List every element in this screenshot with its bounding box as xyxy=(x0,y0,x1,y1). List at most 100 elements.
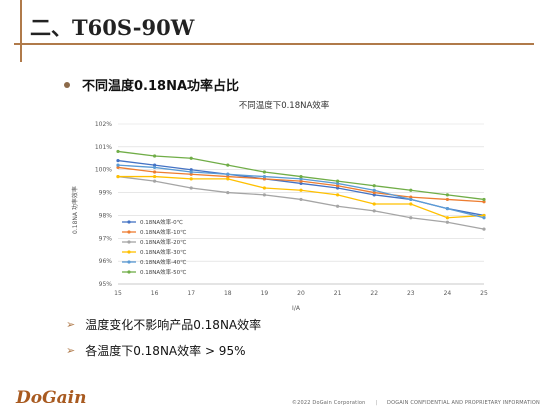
data-point xyxy=(372,188,376,192)
data-point xyxy=(299,188,303,192)
data-point xyxy=(336,184,340,188)
x-tick-label: 25 xyxy=(480,290,488,297)
x-tick-label: 16 xyxy=(151,290,159,297)
y-tick-label: 99% xyxy=(99,190,113,197)
data-point xyxy=(336,181,340,186)
data-point xyxy=(409,188,413,192)
data-point xyxy=(445,193,449,197)
legend-marker-icon xyxy=(127,270,131,274)
data-point xyxy=(409,195,413,199)
data-point xyxy=(482,227,486,231)
data-point xyxy=(372,202,376,206)
series-line-0 xyxy=(117,159,485,217)
legend-marker-icon xyxy=(127,230,131,234)
data-point xyxy=(372,184,376,188)
conclusion-point-1: ➢ 温度变化不影响产品0.18NA效率 xyxy=(66,316,261,333)
data-point xyxy=(153,174,157,179)
chart-title: 不同温度下0.18NA效率 xyxy=(239,100,330,111)
data-point xyxy=(445,197,449,202)
main-bullet-text: 不同温度0.18NA功率占比 xyxy=(82,79,240,94)
legend-marker-icon xyxy=(127,220,131,224)
arrow-bullet-icon: ➢ xyxy=(66,344,76,357)
x-tick-label: 17 xyxy=(187,290,195,297)
data-point xyxy=(445,216,449,220)
x-tick-label: 18 xyxy=(224,290,232,297)
data-point xyxy=(226,177,230,181)
data-point xyxy=(153,163,157,167)
conclusion-point-2: ➢ 各温度下0.18NA效率 > 95% xyxy=(66,342,245,359)
data-point xyxy=(189,177,193,181)
data-point xyxy=(299,177,303,181)
data-point xyxy=(336,204,340,208)
legend-marker-icon xyxy=(127,250,131,254)
x-tick-label: 23 xyxy=(407,290,415,297)
y-tick-label: 97% xyxy=(99,235,113,242)
data-point xyxy=(116,158,120,163)
data-point xyxy=(189,170,193,174)
footer: ©2022 DoGain Corporation | DOGAIN CONFID… xyxy=(292,400,540,406)
slide-title: 二、T60S-90W xyxy=(30,15,195,40)
data-point xyxy=(482,216,486,220)
data-point xyxy=(299,179,303,183)
x-axis-label: I/A xyxy=(292,305,301,312)
legend-marker-icon xyxy=(127,240,131,244)
y-tick-label: 96% xyxy=(99,258,113,265)
legend-label: 0.18NA效率-50℃ xyxy=(140,268,186,276)
y-tick-label: 101% xyxy=(95,144,112,151)
y-tick-label: 98% xyxy=(99,212,113,219)
data-point xyxy=(189,156,193,160)
arrow-bullet-icon: ➢ xyxy=(66,318,76,331)
data-point xyxy=(153,170,157,174)
data-point xyxy=(336,179,340,183)
footer-copyright: ©2022 DoGain Corporation xyxy=(291,400,366,406)
x-tick-label: 19 xyxy=(261,290,269,297)
x-tick-label: 15 xyxy=(114,290,122,297)
footer-confidential: DOGAIN CONFIDENTIAL AND PROPRIETARY INFO… xyxy=(387,400,540,406)
x-tick-label: 21 xyxy=(334,290,342,297)
data-point xyxy=(372,209,376,213)
data-point xyxy=(299,197,303,202)
data-point xyxy=(409,216,413,220)
data-point xyxy=(189,186,193,190)
data-point xyxy=(153,165,157,170)
data-point xyxy=(409,202,413,206)
data-point xyxy=(445,206,449,211)
y-tick-label: 100% xyxy=(95,167,112,174)
data-point xyxy=(116,149,120,154)
data-point xyxy=(445,220,449,224)
data-point xyxy=(336,193,340,197)
title-accent-vertical-line xyxy=(20,0,22,62)
data-point xyxy=(116,174,120,179)
data-point xyxy=(189,172,193,176)
data-point xyxy=(116,165,120,170)
data-point xyxy=(226,190,230,195)
legend-label: 0.18NA效率-40℃ xyxy=(140,258,186,266)
data-point xyxy=(153,154,157,158)
legend-label: 0.18NA效率-0℃ xyxy=(140,218,183,226)
efficiency-line-chart: 不同温度下0.18NA效率 0.18NA 功率效率 I/A 95% 96% 97% 9… xyxy=(71,100,488,312)
x-tick-label: 24 xyxy=(444,290,452,297)
data-point xyxy=(482,213,486,218)
data-point xyxy=(336,186,340,190)
y-axis-label: 0.18NA 功率效率 xyxy=(71,186,79,234)
data-point xyxy=(482,200,486,204)
y-tick-label: 95% xyxy=(99,281,113,288)
data-point xyxy=(116,163,120,167)
conclusion-point-1-text: 温度变化不影响产品0.18NA效率 xyxy=(85,318,262,332)
data-point xyxy=(262,170,266,174)
dogain-logo: DoGain xyxy=(16,388,87,408)
data-point xyxy=(262,193,266,197)
main-bullet: 不同温度0.18NA功率占比 xyxy=(64,75,239,94)
data-point xyxy=(299,181,303,186)
data-point xyxy=(262,177,266,181)
data-point xyxy=(153,179,157,183)
x-tick-label: 20 xyxy=(297,290,305,297)
data-point xyxy=(482,197,486,202)
data-point xyxy=(299,174,303,179)
legend-label: 0.18NA效率-20℃ xyxy=(140,238,186,246)
data-point xyxy=(226,172,230,176)
x-tick-label: 22 xyxy=(370,290,378,297)
data-point xyxy=(262,174,266,179)
footer-separator: | xyxy=(375,400,378,406)
data-point xyxy=(262,186,266,190)
